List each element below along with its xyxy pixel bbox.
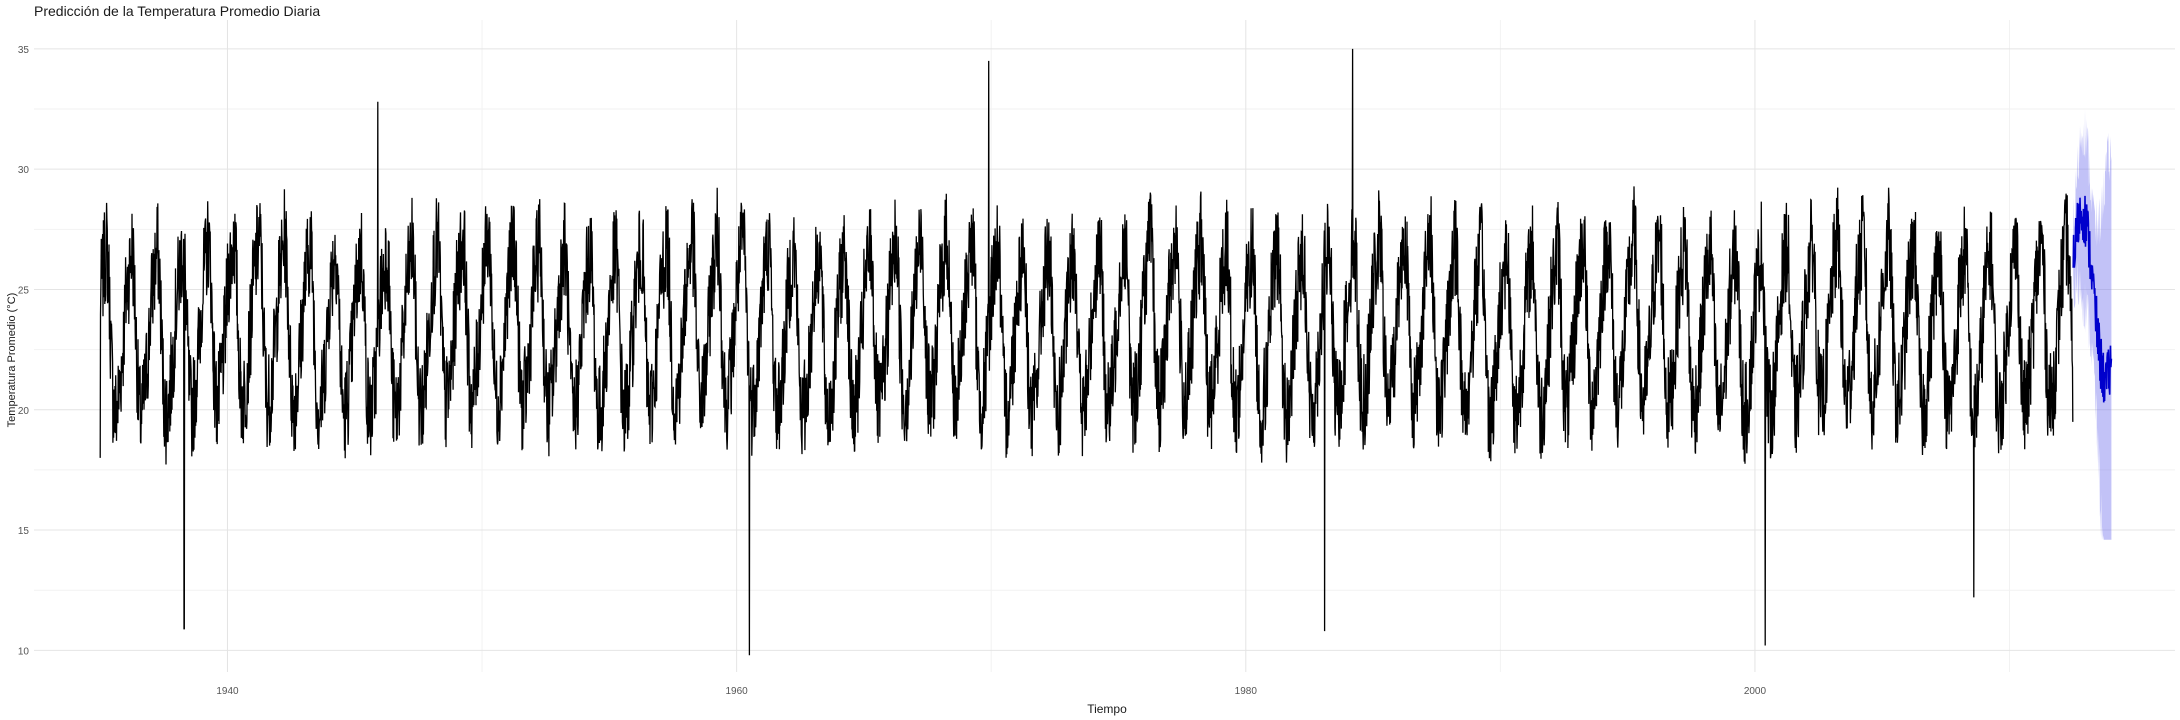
x-tick-label: 1960 [726,686,749,697]
y-tick-label: 20 [18,406,30,417]
y-tick-label: 35 [18,45,30,56]
y-tick-label: 25 [18,285,30,296]
y-tick-label: 15 [18,526,30,537]
forecast-series-line [2072,195,2113,403]
y-tick-label: 10 [18,646,30,657]
forecast-confidence-band [2073,109,2112,540]
observed-series-line [99,48,2074,656]
tick-labels: 10 15 20 25 30 35 1940 1960 1980 2000 [18,45,1767,697]
x-tick-label: 2000 [1744,686,1767,697]
x-tick-label: 1940 [216,686,239,697]
x-tick-label: 1980 [1235,686,1258,697]
chart-title: Predicción de la Temperatura Promedio Di… [34,3,321,19]
x-axis-label: Tiempo [1087,702,1127,716]
y-tick-label: 30 [18,165,30,176]
